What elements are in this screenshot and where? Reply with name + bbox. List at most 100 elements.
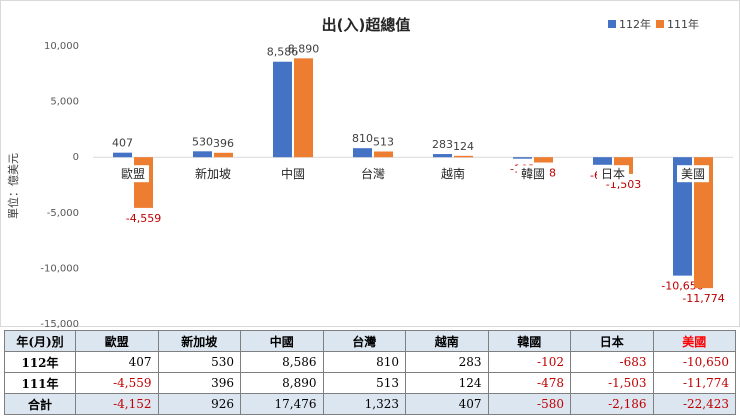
table-column-header: 台灣 xyxy=(322,330,406,352)
table-cell: 124 xyxy=(405,372,489,394)
table-row: 合計 -4,152 926 17,476 1,323 407 -580 -2,186 -22,4… xyxy=(4,393,736,415)
table-cell: 396 xyxy=(157,372,241,394)
category-label-bg xyxy=(277,165,309,183)
data-label: 513 xyxy=(373,135,394,148)
table-cell: -4,559 xyxy=(75,372,159,394)
category-label-bg xyxy=(597,165,629,183)
table-column-header: 歐盟 xyxy=(75,330,159,352)
legend-swatch-112 xyxy=(608,20,616,28)
bar-111 xyxy=(134,157,153,208)
data-label: 396 xyxy=(213,137,234,150)
table-header-row: 年(月)別 歐盟 新加坡 中國 台灣 越南 韓國 日本 美國 xyxy=(4,330,736,352)
data-label: -10,650 xyxy=(661,280,703,293)
plot-area: 10,000 5,000 0 -5,000 -10,000 -15,000 407 -4,55… xyxy=(40,41,733,328)
chart-area: 出(入)超總值 單位：億美元 112年 111年 10,000 5,000 0 -5,… xyxy=(0,0,740,328)
category-label: 中國 xyxy=(281,166,305,181)
table-cell: -102 xyxy=(487,351,571,373)
table-cell: 530 xyxy=(157,351,241,373)
data-label: 530 xyxy=(192,135,213,148)
table-row-header: 112年 xyxy=(4,351,76,373)
table-cell: 8,890 xyxy=(240,372,324,394)
table-column-header: 美國 xyxy=(652,330,736,352)
category-label: 韓國 xyxy=(521,167,545,181)
legend-label-111: 111年 xyxy=(667,17,699,31)
table-cell: -22,423 xyxy=(652,393,736,415)
data-label: 124 xyxy=(453,140,474,153)
table-column-header: 越南 xyxy=(405,330,489,352)
legend: 112年 111年 xyxy=(608,17,699,31)
y-tick-label: 10,000 xyxy=(44,41,79,52)
category-label-bg xyxy=(677,165,709,183)
data-label: 8,586 xyxy=(267,46,299,59)
table-cell: -4,152 xyxy=(75,393,159,415)
bar-111 xyxy=(534,157,553,163)
table-cell: 407 xyxy=(75,351,159,373)
y-tick-label: -15,000 xyxy=(40,319,79,328)
table-cell: 283 xyxy=(405,351,489,373)
category-label-bg xyxy=(190,165,236,183)
category-label: 越南 xyxy=(441,166,465,181)
bar-111 xyxy=(294,58,313,158)
data-label: 283 xyxy=(432,138,453,151)
table-cell: 810 xyxy=(322,351,406,373)
bar-112 xyxy=(193,151,212,158)
bar-chart: 出(入)超總值 單位：億美元 112年 111年 10,000 5,000 0 -5,… xyxy=(6,16,733,328)
table-row: 112年 407 530 8,586 810 283 -102 -683 -10,650 xyxy=(4,351,736,373)
y-tick-label: -10,000 xyxy=(40,263,79,274)
bar-112 xyxy=(113,152,132,158)
category-label: 台灣 xyxy=(361,166,385,181)
table-body: 112年 407 530 8,586 810 283 -102 -683 -10,650 111年… xyxy=(4,351,736,415)
data-label: 8,890 xyxy=(288,42,320,55)
bar-111 xyxy=(454,155,473,158)
bar-112 xyxy=(513,157,532,159)
table-cell: -478 xyxy=(487,372,571,394)
category-label: 歐盟 xyxy=(121,166,145,181)
table-cell: -1,503 xyxy=(570,372,654,394)
category-label-bg xyxy=(437,165,469,183)
table-cell: -10,650 xyxy=(652,351,736,373)
table-row: 111年 -4,559 396 8,890 513 124 -478 -1,503 -11,77… xyxy=(4,372,736,394)
bar-111 xyxy=(694,157,713,289)
y-axis-title: 單位：億美元 xyxy=(6,153,20,219)
table-column-header: 中國 xyxy=(240,330,324,352)
bar-112 xyxy=(593,157,612,165)
table-cell: 17,476 xyxy=(240,393,324,415)
bar-112 xyxy=(673,157,692,276)
data-label: -11,774 xyxy=(682,292,724,305)
category-label-bg xyxy=(517,165,549,183)
bar-111 xyxy=(214,152,233,158)
legend-label-112: 112年 xyxy=(619,17,651,31)
table-column-header: 日本 xyxy=(570,330,654,352)
category-label: 新加坡 xyxy=(195,166,231,181)
table-cell: 513 xyxy=(322,372,406,394)
table-cell: 926 xyxy=(157,393,241,415)
legend-swatch-111 xyxy=(656,20,664,28)
data-label: 407 xyxy=(112,137,133,150)
y-tick-label: -5,000 xyxy=(47,208,79,219)
table-row-header: 合計 xyxy=(4,393,76,415)
table-cell: -580 xyxy=(487,393,571,415)
table-column-header: 韓國 xyxy=(487,330,571,352)
bar-112 xyxy=(353,148,372,158)
table-row-header: 111年 xyxy=(4,372,76,394)
y-tick-label: 0 xyxy=(73,152,79,163)
data-label: 810 xyxy=(352,132,373,145)
table-cell: 407 xyxy=(405,393,489,415)
bar-111 xyxy=(374,151,393,158)
table-cell: -2,186 xyxy=(570,393,654,415)
chart-title: 出(入)超總值 xyxy=(322,16,411,34)
data-label: -4,559 xyxy=(126,212,161,225)
bar-112 xyxy=(273,61,292,158)
table-cell: 8,586 xyxy=(240,351,324,373)
category-label: 美國 xyxy=(681,167,705,181)
category-label-bg xyxy=(117,165,149,183)
table-column-header: 新加坡 xyxy=(157,330,241,352)
table-cell: -11,774 xyxy=(652,372,736,394)
y-tick-label: 5,000 xyxy=(50,97,79,108)
table-corner-header: 年(月)別 xyxy=(4,330,76,352)
table-cell: 1,323 xyxy=(322,393,406,415)
data-table: 年(月)別 歐盟 新加坡 中國 台灣 越南 韓國 日本 美國 112年 407 530 8,586 8… xyxy=(4,330,736,415)
table-cell: -683 xyxy=(570,351,654,373)
bar-112 xyxy=(433,154,452,158)
category-label-bg xyxy=(357,165,389,183)
